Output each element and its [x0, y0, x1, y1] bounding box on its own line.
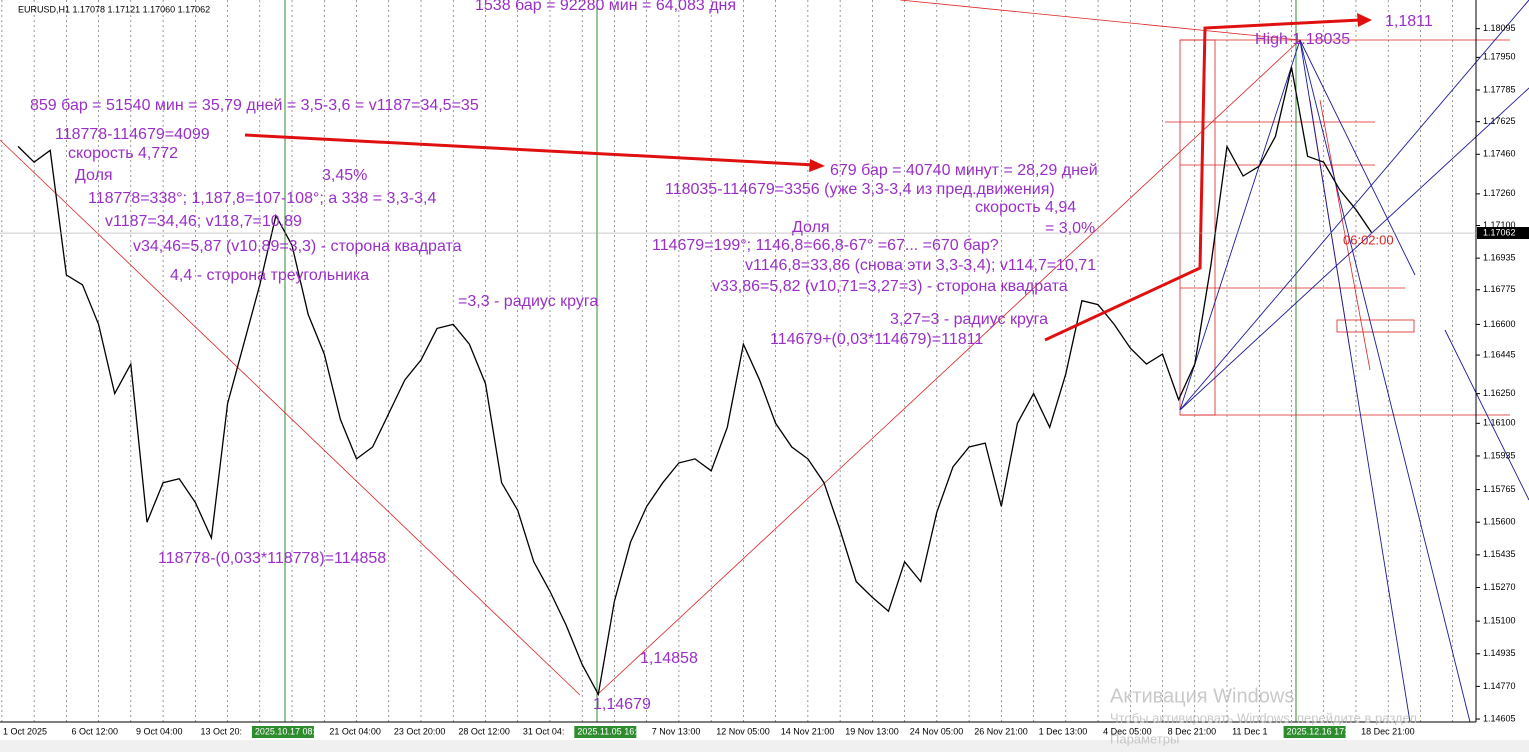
annotation: 118035-114679=3356 (уже 3,3-3,4 из пред.… — [665, 181, 1055, 198]
annotation: 859 бар = 51540 мин = 35,79 дней = 3,5-3… — [30, 97, 479, 114]
y-tick-label: 1.14770 — [1483, 681, 1516, 691]
x-tick-label: 2025.12.16 17:00 — [1287, 726, 1357, 736]
annotation: = 3,0% — [1045, 220, 1095, 237]
annotation: 118778=338°; 1,187,8=107-108°; а 338 = 3… — [88, 190, 436, 207]
annotation: v33,86=5,82 (v10,71=3,27=3) - сторона кв… — [712, 278, 1068, 295]
y-tick-label: 1.16600 — [1483, 319, 1516, 329]
annotation: 06:02:00 — [1343, 232, 1394, 247]
annotation: 1,14858 — [640, 650, 698, 667]
x-marker-box — [1283, 726, 1346, 738]
annotation: 114679=199°; 1146,8=66,8-67° =67... =670… — [652, 237, 999, 254]
watermark: Параметры — [1110, 731, 1179, 746]
y-tick-label: 1.17625 — [1483, 116, 1516, 126]
y-tick-label: 1.16250 — [1483, 388, 1516, 398]
x-tick-label: 19 Nov 13:00 — [845, 726, 899, 736]
y-tick-label: 1.17785 — [1483, 84, 1516, 94]
x-tick-label: 2025.11.05 16:00 — [577, 726, 646, 736]
y-tick-label: 1.15100 — [1483, 615, 1516, 625]
annotations: 1538 бар = 92280 мин = 64,083 дня 859 бар… — [30, 0, 1433, 713]
annotation: 118778-114679=4099 — [55, 126, 210, 143]
annotation: 679 бар = 40740 минут = 28,29 дней — [830, 162, 1098, 179]
x-tick-label: 23 Oct 20:00 — [394, 726, 446, 736]
y-tick-label: 1.14935 — [1483, 648, 1516, 658]
price-line — [17, 67, 1373, 697]
y-tick-label: 1.15935 — [1483, 450, 1516, 460]
watermark: Чтобы активировать Windows, перейдите в … — [1110, 710, 1417, 725]
annotation: High 1.18035 — [1255, 31, 1350, 48]
x-tick-label: 24 Nov 05:00 — [910, 726, 964, 736]
fan-lines — [1179, 0, 1529, 723]
x-tick-label: 31 Oct 04: — [523, 726, 565, 736]
annotation: скорость 4,772 — [68, 145, 178, 162]
y-tick-label: 1.14605 — [1483, 713, 1516, 723]
annotation: Доля — [75, 167, 113, 184]
y-tick-label: 1.16100 — [1483, 418, 1516, 428]
x-tick-label: 28 Oct 12:00 — [458, 726, 510, 736]
annotation: 4,4 - сторона треугольника — [170, 267, 369, 284]
annotation: 1538 бар = 92280 мин = 64,083 дня — [475, 0, 736, 14]
x-tick-label: 9 Oct 04:00 — [136, 726, 183, 736]
last-price-label: 1.17062 — [1483, 227, 1516, 237]
y-tick-label: 1.17260 — [1483, 188, 1516, 198]
annotation: v1146,8=33,86 (снова эти 3,3-3,4); v114,… — [745, 257, 1096, 274]
x-tick-label: 1 Oct 2025 — [3, 726, 47, 736]
x-tick-label: 21 Oct 04:00 — [329, 726, 381, 736]
annotation: 118778-(0,033*118778)=114858 — [158, 550, 386, 567]
y-tick-label: 1.15435 — [1483, 549, 1516, 559]
annotation: 3,45% — [322, 167, 367, 184]
x-tick-label: 1 Dec 13:00 — [1039, 726, 1088, 736]
y-tick-label: 1.17100 — [1483, 220, 1516, 230]
x-tick-label: 26 Nov 21:00 — [974, 726, 1028, 736]
annotation: 114679+(0,03*114679)=11811 — [770, 331, 983, 348]
x-tick-label: 8 Dec 21:00 — [1168, 726, 1217, 736]
y-tick-label: 1.15270 — [1483, 582, 1516, 592]
annotation: =3,3 - радиус круга — [458, 293, 598, 310]
arrow-head — [809, 159, 825, 172]
x-tick-label: 2025.10.17 08:00 — [255, 726, 325, 736]
annotation: скорость 4,94 — [975, 199, 1076, 216]
tab-bar — [0, 740, 1529, 752]
x-tick-label: 14 Nov 21:00 — [781, 726, 835, 736]
y-tick-label: 1.17460 — [1483, 149, 1516, 159]
x-tick-label: 6 Oct 12:00 — [71, 726, 118, 736]
analysis-lines — [0, 0, 1510, 696]
x-marker-box — [251, 726, 314, 738]
arrows — [244, 18, 1361, 342]
x-tick-label: 18 Dec 21:00 — [1361, 726, 1415, 736]
x-tick-label: 4 Dec 05:00 — [1103, 726, 1152, 736]
y-tick-label: 1.15765 — [1483, 484, 1516, 494]
x-marker-box — [574, 726, 637, 738]
y-tick-label: 1.16445 — [1483, 349, 1516, 359]
x-tick-label: 13 Oct 20: — [200, 726, 242, 736]
y-tick-label: 1.16775 — [1483, 284, 1516, 294]
x-tick-label: 12 Nov 05:00 — [716, 726, 770, 736]
annotation: v34,46=5,87 (v10,89=3,3) - сторона квадр… — [133, 238, 462, 255]
y-tick-label: 1.18095 — [1483, 23, 1516, 33]
annotation: 1,14679 — [593, 696, 651, 713]
symbol-info: EURUSD,H1 1.17078 1.17121 1.17060 1.1706… — [18, 4, 210, 14]
last-price-box — [1477, 227, 1529, 240]
annotation: 1,1811 — [1385, 13, 1433, 30]
annotation: Доля — [792, 219, 830, 236]
arrow-head — [1357, 13, 1372, 27]
y-tick-label: 1.15600 — [1483, 517, 1516, 527]
x-tick-label: 7 Nov 13:00 — [652, 726, 701, 736]
y-tick-label: 1.17950 — [1483, 52, 1516, 62]
watermark: Активация Windows — [1110, 685, 1294, 707]
x-tick-label: 11 Dec 1 — [1232, 726, 1267, 736]
y-tick-label: 1.16935 — [1483, 253, 1516, 263]
annotation: 3,27=3 - радиус круга — [890, 311, 1048, 328]
annotation: v1187=34,46; v118,7=10,89 — [105, 213, 302, 230]
